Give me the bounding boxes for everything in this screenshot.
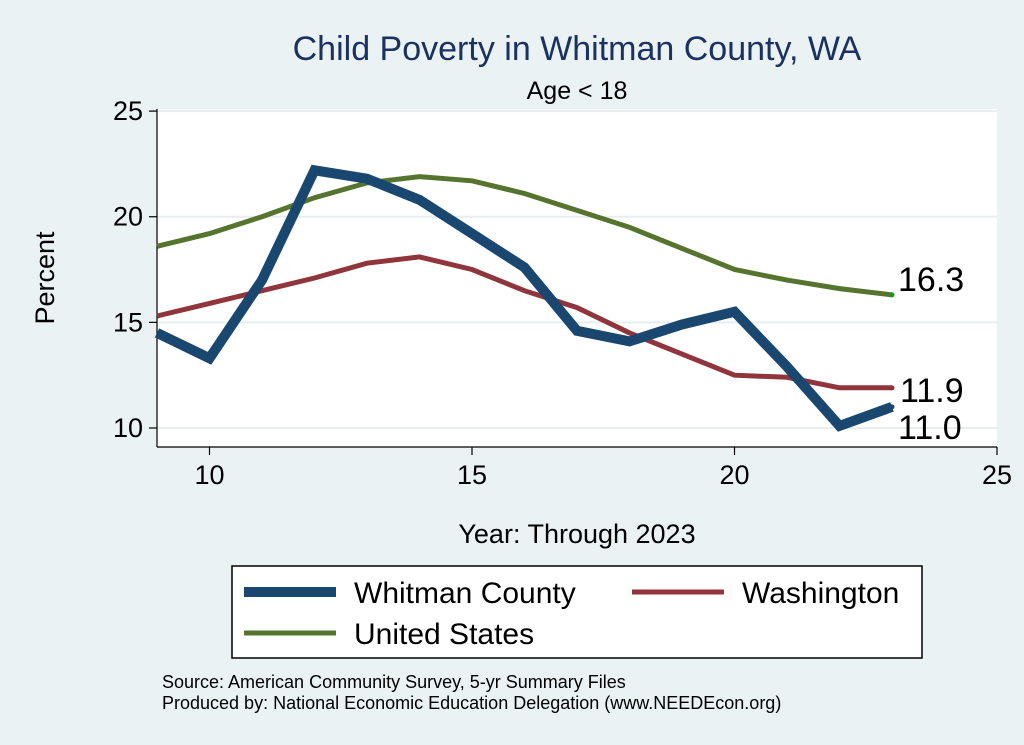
series-line-washington <box>156 254 892 391</box>
point-us-23 <box>889 292 895 298</box>
series-layer <box>154 164 895 432</box>
x-tick-label-15: 15 <box>457 460 487 490</box>
tick-layer: 10 15 20 25 10 15 20 25 <box>113 96 1012 490</box>
y-tick-label-20: 20 <box>113 202 143 232</box>
y-axis-title: Percent <box>30 231 60 325</box>
legend-label-us: United States <box>354 618 534 651</box>
y-tick-label-10: 10 <box>113 413 143 443</box>
point-whitman-23 <box>889 404 895 410</box>
y-tick-label-25: 25 <box>113 96 143 126</box>
end-label-washington: 11.9 <box>900 372 964 410</box>
point-washington-23 <box>889 385 895 391</box>
legend-label-whitman: Whitman County <box>354 577 576 610</box>
series-line-whitman <box>154 164 894 432</box>
legend-box <box>231 565 923 659</box>
end-label-whitman: 11.0 <box>898 409 962 447</box>
legend-label-washington: Washington <box>742 577 899 610</box>
series-line-us <box>156 174 893 298</box>
legend: Whitman County Washington United States <box>231 565 923 659</box>
end-label-us: 16.3 <box>898 261 964 299</box>
source-note: Source: American Community Survey, 5-yr … <box>162 672 626 692</box>
x-axis-title: Year: Through 2023 <box>458 519 695 549</box>
y-tick-label-15: 15 <box>113 307 143 337</box>
chart-title: Child Poverty in Whitman County, WA <box>293 30 862 68</box>
x-tick-label-10: 10 <box>194 460 224 490</box>
x-tick-label-20: 20 <box>719 460 749 490</box>
axis-layer <box>156 109 997 448</box>
produced-note: Produced by: National Economic Education… <box>162 693 781 713</box>
x-tick-label-25: 25 <box>982 460 1012 490</box>
chart-subtitle: Age < 18 <box>527 77 628 105</box>
plot-area <box>157 109 997 447</box>
label-layer: 11.011.9 16.3 <box>898 261 964 447</box>
